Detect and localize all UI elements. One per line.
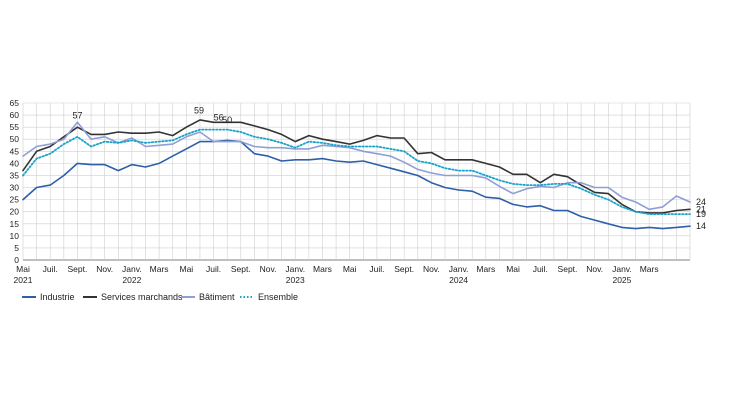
y-tick-label: 20 [10,207,20,217]
y-axis: 0 5 10 15 20 25 30 35 40 45 50 55 60 65 [10,98,20,265]
x-tick-label: Nov. [423,264,440,274]
annotation-label: 24 [696,197,706,207]
y-tick-label: 0 [14,255,19,265]
x-tick-label: Juil. [369,264,384,274]
legend: Industrie Services marchands Bâtiment Ensem… [22,292,298,302]
annotation-label: 21 [696,204,706,214]
grid [22,102,691,261]
x-tick-label: Nov. [260,264,277,274]
legend-label: Ensemble [258,292,298,302]
x-tick-label: Mars [313,264,332,274]
legend-label: Industrie [40,292,75,302]
series-line-services-marchands [22,119,691,214]
annotation-label: 56 [214,113,224,123]
legend-label: Bâtiment [199,292,235,302]
y-tick-label: 65 [10,98,20,108]
y-tick-label: 35 [10,170,20,180]
annotation-label: 19 [696,209,706,219]
x-tick-label: Janv. [122,264,142,274]
x-tick-year: 2024 [449,275,468,285]
y-tick-label: 60 [10,110,20,120]
x-tick-label: Juil. [206,264,221,274]
x-tick-label: Mai [343,264,357,274]
y-tick-label: 15 [10,219,20,229]
x-tick-label: Janv. [449,264,469,274]
x-tick-year: 2023 [286,275,305,285]
legend-label: Services marchands [101,292,183,302]
x-tick-label: Mars [476,264,495,274]
series-line-ensemble [22,128,691,216]
annotation-label: 14 [696,221,706,231]
y-tick-label: 55 [10,122,20,132]
x-tick-label: Juil. [43,264,58,274]
x-tick-year: 2022 [122,275,141,285]
x-tick-label: Sept. [558,264,578,274]
series-line-b-timent [22,121,691,211]
series-lines [22,119,691,230]
x-tick-label: Nov. [96,264,113,274]
annotation-label: 57 [72,110,82,120]
y-tick-label: 45 [10,146,20,156]
x-tick-label: Sept. [231,264,251,274]
x-tick-label: Mars [150,264,169,274]
x-tick-year: 2021 [14,275,33,285]
x-tick-label: Sept. [68,264,88,274]
annotation-label: 50 [222,115,232,125]
x-tick-label: Mai [16,264,30,274]
x-tick-label: Juil. [533,264,548,274]
y-tick-label: 40 [10,158,20,168]
x-tick-label: Mai [179,264,193,274]
x-tick-label: Janv. [612,264,632,274]
x-tick-label: Mai [506,264,520,274]
x-tick-year: 2025 [612,275,631,285]
x-tick-label: Janv. [285,264,305,274]
y-tick-label: 50 [10,134,20,144]
y-tick-label: 25 [10,195,20,205]
y-tick-label: 10 [10,231,20,241]
x-tick-label: Mars [640,264,659,274]
x-tick-label: Sept. [394,264,414,274]
y-tick-label: 30 [10,183,20,193]
y-tick-label: 5 [14,243,19,253]
x-tick-label: Nov. [586,264,603,274]
annotation-label: 59 [194,105,204,115]
series-line-industrie [22,139,691,230]
